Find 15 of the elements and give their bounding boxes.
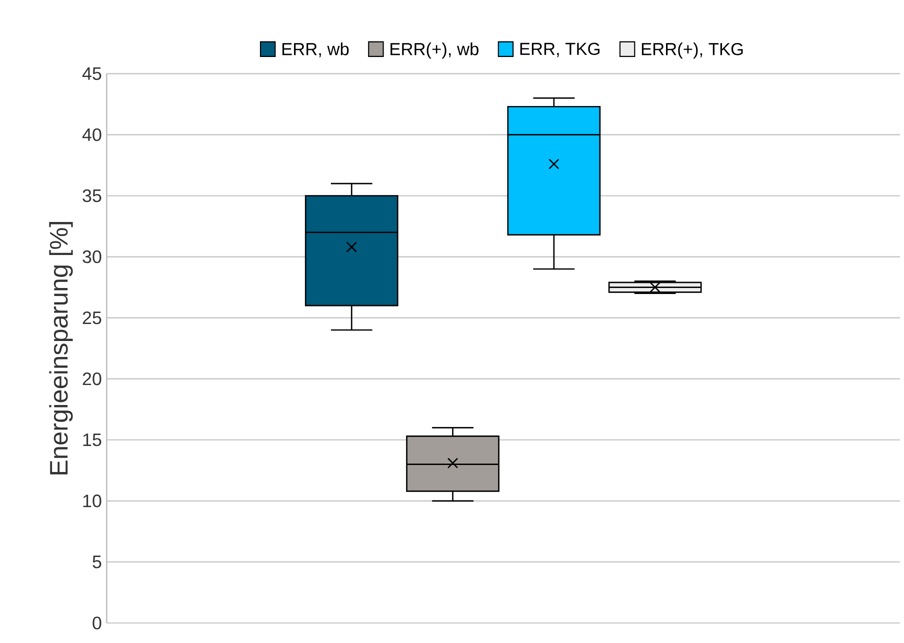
y-tick-label: 20 bbox=[82, 372, 102, 386]
y-tick-label: 5 bbox=[92, 556, 102, 568]
y-tick-label: 10 bbox=[83, 494, 102, 508]
y-axis-title: Energieeinsparung [%] bbox=[49, 222, 73, 474]
y-tick-label: 15 bbox=[83, 434, 102, 446]
legend-label: ERR(+), TKG bbox=[642, 42, 743, 59]
y-tick-label: 0 bbox=[92, 616, 102, 630]
y-tick-label: 25 bbox=[82, 311, 102, 324]
y-tick-label: 40 bbox=[82, 128, 102, 142]
legend-label: ERR(+), wb bbox=[390, 42, 478, 59]
legend-label: ERR, TKG bbox=[520, 42, 600, 58]
y-tick-label: 30 bbox=[82, 250, 102, 264]
y-tick-label: 45 bbox=[82, 67, 102, 80]
legend-label: ERR, wb bbox=[282, 42, 349, 58]
y-tick-label: 35 bbox=[82, 189, 102, 202]
